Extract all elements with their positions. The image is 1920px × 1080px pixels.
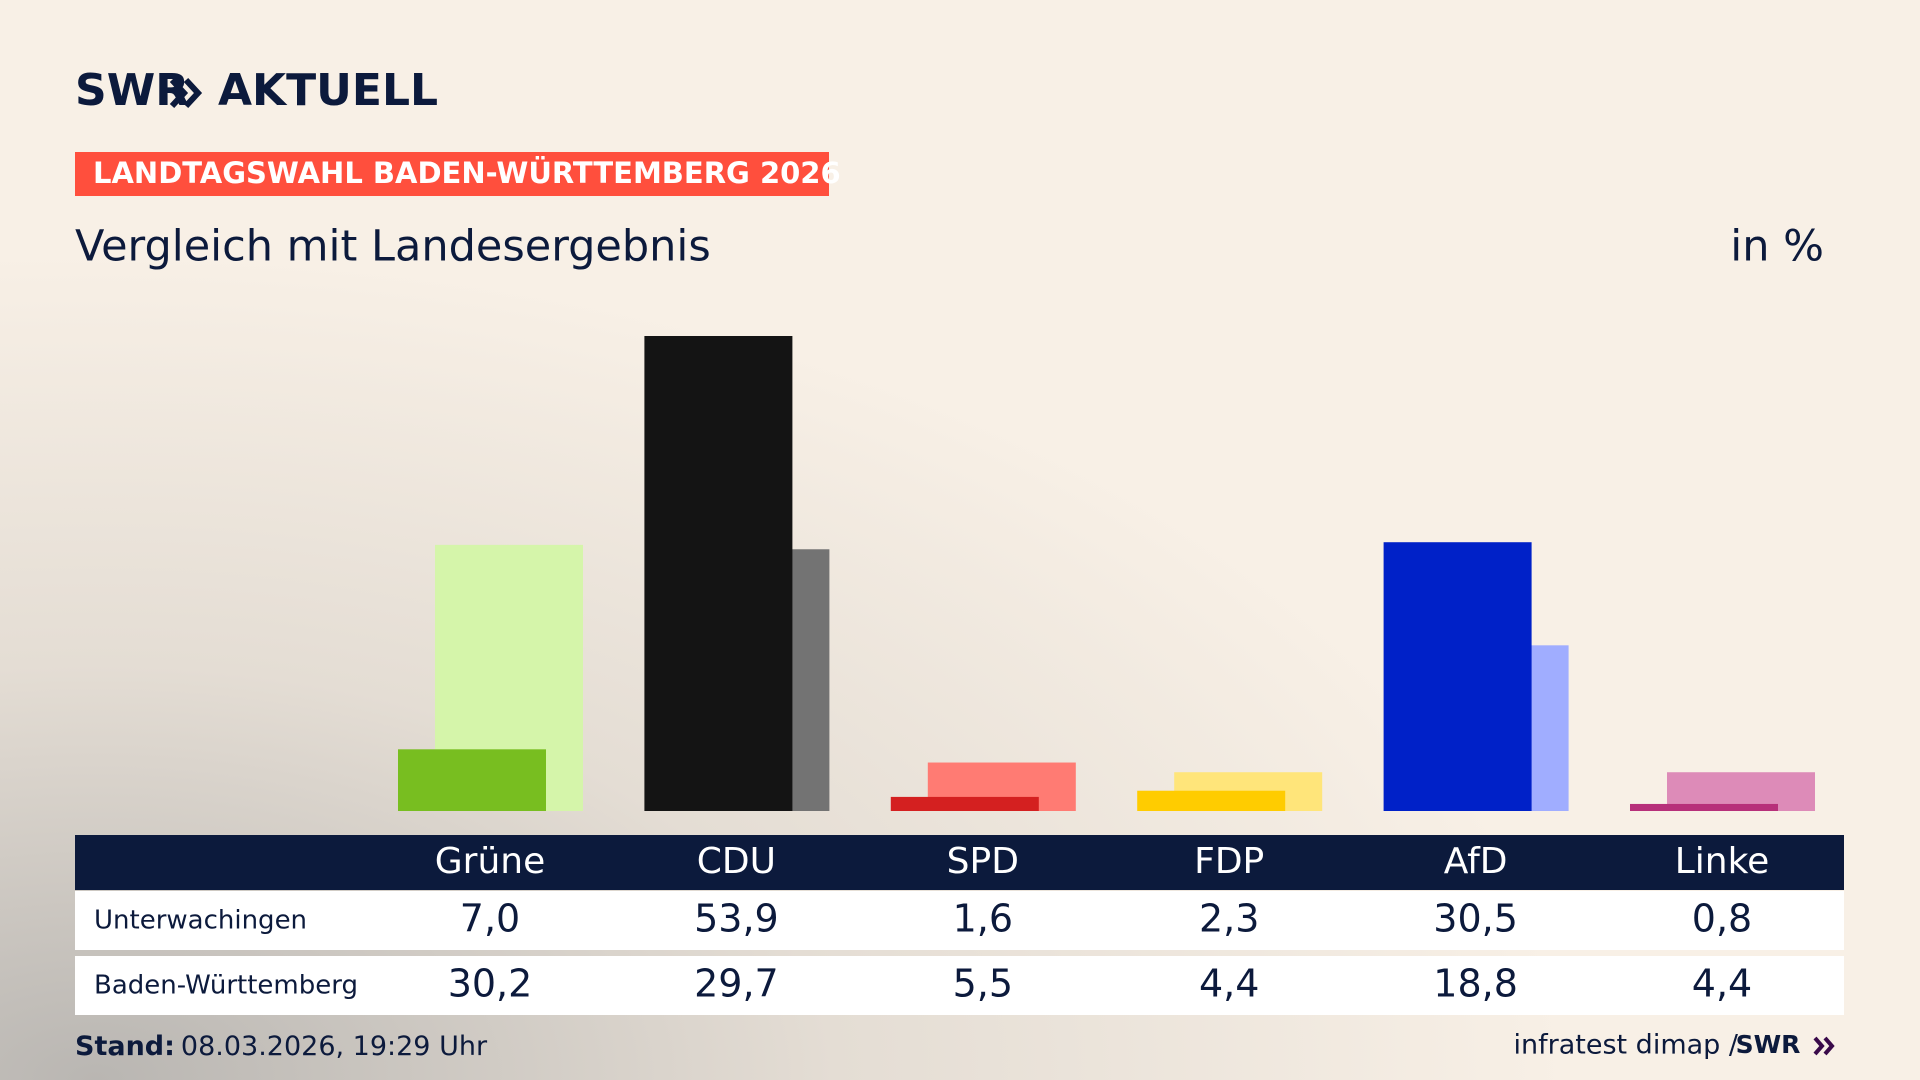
category-label: AfD bbox=[1444, 841, 1508, 882]
row-label: Unterwachingen bbox=[94, 906, 307, 936]
banner-bg bbox=[75, 152, 829, 196]
footer-stand: Stand: 08.03.2026, 19:29 Uhr bbox=[75, 1031, 488, 1062]
value-label: 4,4 bbox=[1692, 962, 1752, 1006]
unit-label: in % bbox=[1730, 222, 1824, 272]
value-label: 0,8 bbox=[1692, 897, 1752, 941]
product: AKTUELL bbox=[218, 65, 438, 116]
bar bbox=[644, 336, 793, 811]
category-label: FDP bbox=[1194, 841, 1264, 882]
value-label: 53,9 bbox=[694, 897, 779, 941]
bar bbox=[398, 749, 546, 811]
value-label: 18,8 bbox=[1433, 962, 1518, 1006]
stand-value: 08.03.2026, 19:29 Uhr bbox=[181, 1031, 488, 1062]
value-label: 30,5 bbox=[1433, 897, 1518, 941]
bar bbox=[1630, 803, 1778, 811]
category-label: SPD bbox=[947, 841, 1019, 882]
source-brand: SWR bbox=[1736, 1030, 1801, 1059]
bar bbox=[890, 796, 1039, 811]
category-label: Linke bbox=[1675, 841, 1770, 882]
brand-chevrons bbox=[169, 77, 203, 109]
value-label: 29,7 bbox=[694, 962, 779, 1006]
source-chevrons bbox=[1813, 1036, 1835, 1056]
value-label: 2,3 bbox=[1199, 897, 1259, 941]
category-label: CDU bbox=[697, 841, 776, 882]
row-label: Baden-Württemberg bbox=[94, 971, 358, 1001]
value-label: 30,2 bbox=[448, 962, 533, 1006]
value-label: 1,6 bbox=[953, 897, 1013, 941]
category-label: Grüne bbox=[435, 841, 545, 882]
brand: SWR bbox=[75, 65, 189, 116]
value-label: 5,5 bbox=[953, 962, 1013, 1006]
stand-label: Stand: bbox=[75, 1031, 175, 1062]
value-label: 4,4 bbox=[1199, 962, 1259, 1006]
bar bbox=[1383, 542, 1532, 811]
table-header bbox=[75, 835, 1844, 890]
table-row bbox=[75, 891, 1844, 950]
bar bbox=[1137, 790, 1286, 811]
chart-title: Vergleich mit Landesergebnis bbox=[75, 222, 711, 272]
source: infratest dimap / bbox=[1513, 1030, 1738, 1061]
value-label: 7,0 bbox=[460, 897, 520, 941]
table-row bbox=[75, 956, 1844, 1015]
banner: LANDTAGSWAHL BADEN-WÜRTTEMBERG 2026 bbox=[93, 156, 841, 190]
